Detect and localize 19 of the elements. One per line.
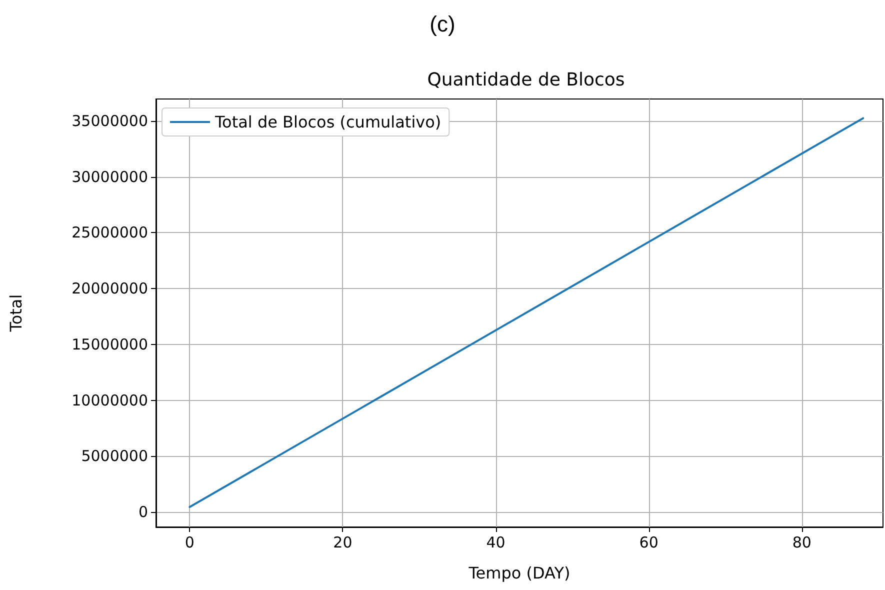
y-tick-label: 20000000 [72, 280, 148, 298]
legend-label: Total de Blocos (cumulativo) [214, 112, 442, 132]
x-axis-title: Tempo (DAY) [468, 564, 570, 582]
y-tick-label: 0 [138, 503, 148, 522]
x-tick-label: 60 [639, 534, 658, 552]
x-tick-label: 40 [486, 534, 506, 552]
y-tick-label: 15000000 [72, 335, 148, 354]
x-tick-label: 0 [184, 534, 194, 552]
line-series [188, 117, 864, 508]
x-tick-label: 80 [792, 534, 812, 552]
y-axis-title: Total [6, 294, 26, 333]
y-tick-label: 30000000 [72, 168, 148, 186]
chart-title: (c) [430, 12, 456, 36]
y-tick-label: 25000000 [72, 224, 148, 242]
y-tick-label: 35000000 [72, 112, 148, 130]
x-tick-label: 20 [333, 534, 352, 552]
y-tick-label: 10000000 [72, 391, 148, 410]
chart-subtitle: Quantidade de Blocos [427, 70, 625, 90]
y-tick-label: 5000000 [81, 447, 148, 466]
